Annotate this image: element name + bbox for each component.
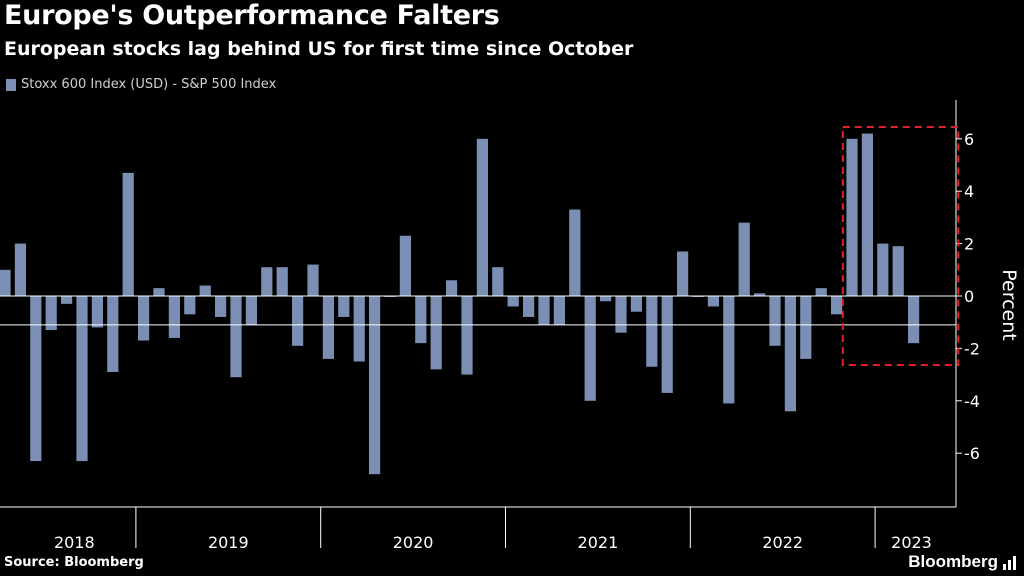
bar [523, 296, 535, 317]
y-tick-label: -6 [964, 444, 980, 463]
bar [908, 296, 920, 344]
bar [738, 222, 750, 296]
year-label: 2020 [393, 533, 434, 552]
bar [646, 296, 658, 367]
bar [107, 296, 119, 372]
bar [430, 296, 442, 370]
y-tick-label: -2 [964, 339, 980, 358]
y-tick-label: 6 [964, 130, 974, 149]
bar [661, 296, 673, 393]
bar [230, 296, 242, 378]
bar [769, 296, 781, 346]
bar [168, 296, 180, 338]
bar [0, 269, 11, 296]
chart-subtitle: European stocks lag behind US for first … [4, 38, 634, 60]
bar [353, 296, 365, 362]
bar [292, 296, 304, 346]
bar [215, 296, 227, 317]
legend-label: Stoxx 600 Index (USD) - S&P 500 Index [21, 77, 277, 92]
bar [153, 288, 165, 296]
bar [784, 296, 796, 412]
bar [369, 296, 381, 475]
bar [877, 243, 889, 296]
y-tick-label: 2 [964, 235, 974, 254]
bar [61, 296, 73, 304]
bar [630, 296, 642, 312]
y-tick-label: -4 [964, 392, 980, 411]
year-label: 2018 [54, 533, 95, 552]
bar [261, 267, 273, 296]
bar [45, 296, 57, 331]
bar [476, 138, 488, 296]
bar [754, 293, 766, 296]
bar [307, 264, 319, 296]
bar [723, 296, 735, 404]
bar [276, 267, 288, 296]
bar [76, 296, 88, 462]
bar [800, 296, 812, 359]
bar [507, 296, 519, 307]
bar [553, 296, 565, 325]
bar [91, 296, 103, 328]
bar [677, 251, 689, 296]
bar [14, 243, 26, 296]
bar [245, 296, 257, 325]
y-axis-title: Percent [998, 269, 1020, 341]
bar [461, 296, 473, 375]
bar [538, 296, 550, 325]
bar [846, 138, 858, 296]
highlight-box [841, 126, 960, 366]
bar [615, 296, 627, 333]
bloomberg-logo: Bloomberg [908, 552, 998, 571]
bar [138, 296, 150, 341]
bar [446, 280, 458, 296]
bar [815, 288, 827, 296]
bloomberg-mark-icon [1003, 556, 1016, 570]
bar [338, 296, 350, 317]
chart-title: Europe's Outperformance Falters [4, 0, 500, 31]
y-tick-label: 4 [964, 182, 974, 201]
bar [199, 285, 211, 296]
bar [492, 267, 504, 296]
year-label: 2021 [578, 533, 619, 552]
bar [322, 296, 334, 359]
legend: Stoxx 600 Index (USD) - S&P 500 Index [6, 77, 276, 92]
bar [892, 246, 904, 296]
bar [184, 296, 196, 315]
bar [831, 296, 843, 315]
bar [584, 296, 596, 401]
bar [861, 133, 873, 296]
bar [569, 209, 581, 296]
year-label: 2023 [891, 533, 932, 552]
year-label: 2022 [762, 533, 803, 552]
year-label: 2019 [208, 533, 249, 552]
legend-swatch [6, 78, 16, 91]
source-note: Source: Bloomberg [4, 555, 144, 570]
bar [122, 172, 134, 296]
y-tick-label: 0 [964, 287, 974, 306]
bar [399, 235, 411, 296]
bar [415, 296, 427, 344]
bar [30, 296, 42, 462]
bar [707, 296, 719, 307]
bar [600, 296, 612, 302]
